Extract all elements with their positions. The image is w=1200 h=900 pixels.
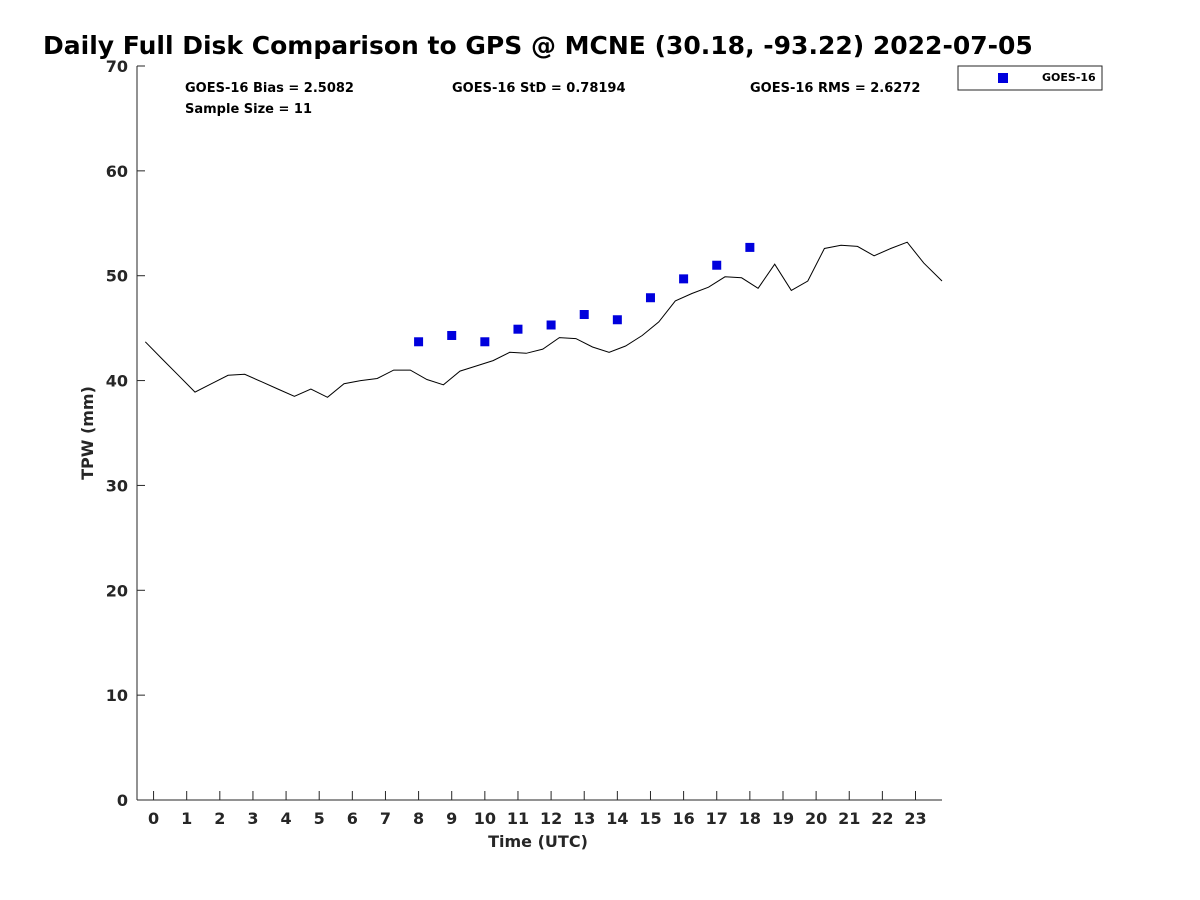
goes16-point	[612, 315, 622, 325]
x-tick-label: 22	[871, 809, 893, 828]
x-axis-label: Time (UTC)	[488, 832, 588, 851]
goes16-point	[679, 274, 689, 284]
legend-box	[957, 65, 1103, 91]
sample-size-stat: Sample Size = 11	[185, 102, 312, 117]
legend-marker	[998, 73, 1008, 83]
x-tick-label: 11	[507, 809, 529, 828]
goes16-point	[480, 337, 490, 347]
goes16-point	[712, 260, 722, 270]
goes16-point	[645, 293, 655, 303]
y-tick-label: 20	[106, 581, 128, 600]
x-tick-label: 14	[606, 809, 628, 828]
x-tick-label: 23	[904, 809, 926, 828]
x-tick-label: 13	[573, 809, 595, 828]
legend: GOES-16	[957, 65, 1103, 91]
x-axis-ticks: 0 1 2 3 4 5 6 7 8 9 10 11 12 13 14 15 16 17 18 19 20 21 22 23	[148, 791, 927, 828]
bias-stat: GOES-16 Bias = 2.5082	[185, 81, 354, 96]
y-tick-label: 0	[117, 791, 128, 810]
x-tick-label: 16	[672, 809, 694, 828]
y-axis-label: TPW (mm)	[78, 386, 97, 480]
x-tick-label: 3	[247, 809, 258, 828]
x-tick-label: 5	[314, 809, 325, 828]
x-tick-label: 8	[413, 809, 424, 828]
x-tick-label: 1	[181, 809, 192, 828]
y-tick-label: 70	[106, 57, 128, 76]
x-tick-label: 0	[148, 809, 159, 828]
chart-title: Daily Full Disk Comparison to GPS @ MCNE…	[43, 31, 1033, 60]
x-tick-label: 9	[446, 809, 457, 828]
goes16-point	[447, 330, 457, 340]
x-tick-label: 2	[214, 809, 225, 828]
goes16-point	[414, 337, 424, 347]
x-tick-label: 18	[739, 809, 761, 828]
x-tick-label: 10	[474, 809, 496, 828]
y-axis-ticks: 0 10 20 30 40 50 60 70	[106, 57, 145, 810]
goes16-point	[745, 242, 755, 252]
rms-stat: GOES-16 RMS = 2.6272	[750, 81, 920, 96]
x-tick-label: 4	[281, 809, 292, 828]
y-tick-label: 30	[106, 476, 128, 495]
x-tick-label: 15	[639, 809, 661, 828]
x-tick-label: 20	[805, 809, 827, 828]
legend-label: GOES-16	[1042, 71, 1096, 84]
y-tick-label: 10	[106, 686, 128, 705]
series-layer	[144, 241, 943, 398]
std-stat: GOES-16 StD = 0.78194	[452, 81, 626, 96]
x-tick-label: 6	[347, 809, 358, 828]
y-tick-label: 50	[106, 267, 128, 286]
x-tick-label: 7	[380, 809, 391, 828]
x-tick-label: 12	[540, 809, 562, 828]
y-tick-label: 40	[106, 372, 128, 391]
y-tick-label: 60	[106, 162, 128, 181]
goes16-point	[579, 310, 589, 320]
x-tick-label: 21	[838, 809, 860, 828]
goes16-point	[546, 320, 556, 330]
x-tick-label: 17	[706, 809, 728, 828]
gps-tpw-line	[144, 241, 943, 398]
goes16-point	[513, 324, 523, 334]
x-tick-label: 19	[772, 809, 794, 828]
